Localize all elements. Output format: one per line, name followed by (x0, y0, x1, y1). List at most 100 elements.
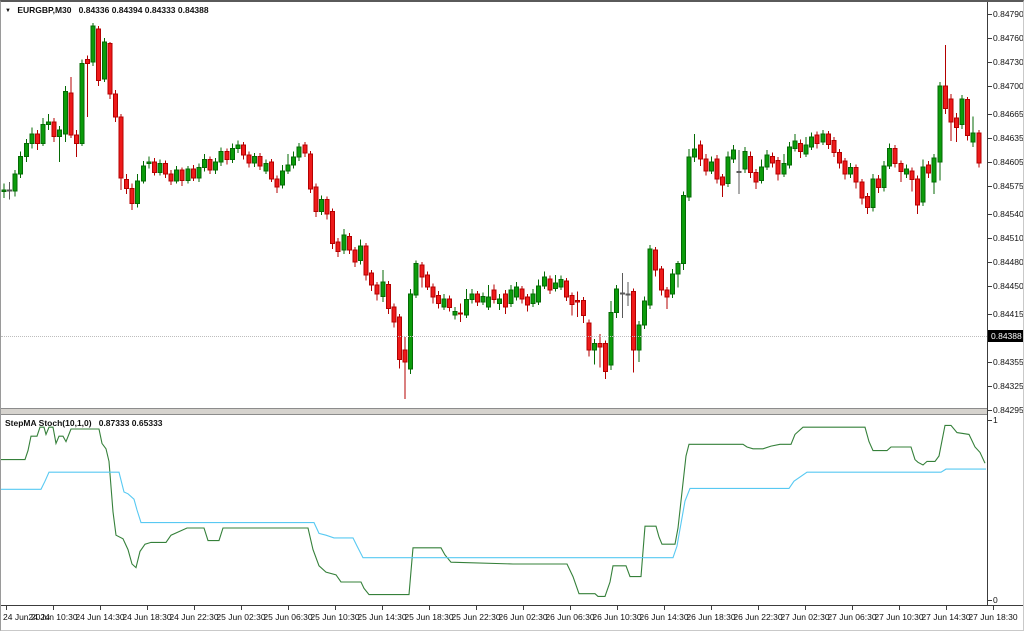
time-tick-label: 27 Jun 14:30 (921, 612, 971, 622)
candle-body (903, 168, 909, 175)
candle-body (46, 121, 52, 125)
current-price-value: 0.84388 (991, 331, 1022, 341)
time-tick (6, 606, 7, 610)
subwindow-border (1, 414, 1023, 415)
indicator-name: StepMA Stoch(10,1,0) (5, 418, 92, 428)
candle-body (40, 123, 46, 145)
candle-body (18, 155, 24, 175)
candle-body (90, 25, 96, 63)
time-tick-label: 25 Jun 14:30 (357, 612, 407, 622)
candle-body (146, 161, 152, 165)
price-tick-label: 0.84760 (993, 33, 1024, 43)
price-tick-label: 0.84730 (993, 57, 1024, 67)
candle-body (7, 189, 13, 192)
candle-body (725, 156, 731, 185)
candle-body (759, 166, 764, 181)
candle-body (736, 171, 742, 174)
candle-body (441, 298, 447, 308)
candle-body (307, 153, 313, 190)
candle-body (714, 158, 720, 180)
time-tick (899, 606, 900, 610)
candle-body (23, 143, 29, 157)
candle-body (636, 324, 642, 351)
candle-body (196, 167, 202, 179)
time-tick (570, 606, 571, 610)
candle-body (837, 151, 842, 164)
price-tick-label: 0.84415 (993, 309, 1024, 319)
candle-body (302, 144, 308, 154)
candle-body (151, 161, 157, 173)
price-tick-label: 0.84665 (993, 109, 1024, 119)
price-tick (988, 410, 992, 411)
candle-body (597, 343, 603, 348)
time-tick-label: 24 Jun 14:30 (75, 612, 125, 622)
indicator-values: 0.87333 0.65333 (98, 418, 163, 428)
price-tick-label: 0.84540 (993, 209, 1024, 219)
indicator-tick (988, 600, 992, 601)
price-tick (988, 114, 992, 115)
candle-body (976, 132, 982, 164)
candle-body (480, 295, 486, 303)
price-tick (988, 138, 992, 139)
candle-body (335, 241, 341, 253)
stoch-indicator-chart[interactable] (1, 415, 988, 605)
candle-body (536, 285, 542, 303)
candlestick-chart[interactable] (1, 2, 988, 408)
time-tick (852, 606, 853, 610)
candle-body (174, 169, 180, 182)
candle-body (424, 274, 430, 288)
candle-body (296, 146, 302, 158)
candle-body (285, 164, 291, 172)
chart-menu-triangle-icon[interactable]: ▼ (5, 8, 11, 14)
price-axis[interactable] (988, 2, 1023, 606)
candle-body (530, 293, 536, 305)
time-tick (758, 606, 759, 610)
candle-body (630, 291, 636, 351)
candle-body (959, 98, 965, 125)
time-tick (664, 606, 665, 610)
candle-body (653, 249, 659, 271)
candle-body (112, 93, 118, 118)
price-tick (988, 286, 992, 287)
indicator-label: StepMA Stoch(10,1,0) 0.87333 0.65333 (5, 418, 163, 428)
time-tick-label: 25 Jun 06:30 (263, 612, 313, 622)
candle-body (486, 296, 492, 308)
candle-body (965, 99, 971, 137)
candle-body (708, 161, 714, 172)
price-tick-label: 0.84355 (993, 357, 1024, 367)
candle-body (235, 144, 241, 149)
candle-body (915, 178, 920, 206)
candle-body (747, 155, 753, 173)
candle-body (129, 187, 135, 205)
candle-body (51, 121, 57, 137)
candle-body (608, 311, 614, 366)
price-tick-label: 0.84510 (993, 233, 1024, 243)
candle-body (814, 134, 820, 145)
candle-body (419, 264, 425, 278)
candle-body (954, 117, 959, 129)
candle-body (413, 263, 419, 296)
candle-body (970, 132, 976, 143)
candle-body (263, 163, 269, 172)
candle-body (291, 156, 297, 166)
candle-body (770, 155, 776, 164)
candle-body (135, 180, 141, 205)
candle-body (12, 173, 18, 192)
candle-body (96, 28, 102, 81)
candle-body (190, 168, 196, 179)
candle-body (892, 147, 898, 165)
candle-body (29, 133, 35, 145)
candle-body (346, 235, 352, 251)
candle-body (374, 284, 380, 295)
candle-body (280, 170, 285, 186)
candle-body (207, 159, 213, 171)
candle-body (786, 146, 792, 166)
time-axis[interactable]: 24 Jun 2024 24 Jun 10:30 24 Jun 14:30 24 Ju… (1, 606, 1023, 630)
price-tick-label: 0.84450 (993, 281, 1024, 291)
candle-body (803, 144, 809, 155)
price-axis-border (987, 2, 988, 606)
candle-body (101, 41, 107, 80)
subwindow-resize-handle[interactable] (1, 409, 1023, 414)
candle-body (703, 158, 709, 172)
time-tick-label: 24 Jun 2024 (3, 612, 50, 622)
